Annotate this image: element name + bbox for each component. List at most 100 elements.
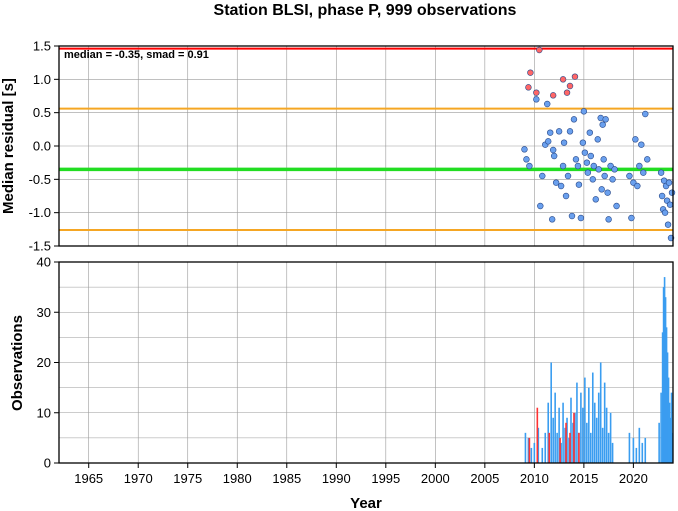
y-tick-label: 0 xyxy=(44,456,51,471)
outlier-point xyxy=(533,89,540,96)
data-point xyxy=(549,146,557,154)
data-point xyxy=(592,196,599,203)
observation-bar xyxy=(544,432,547,463)
observation-bar xyxy=(605,407,608,463)
data-point xyxy=(560,139,568,146)
observation-bar xyxy=(670,392,673,463)
observation-bar xyxy=(660,392,662,463)
data-point xyxy=(568,212,576,220)
observation-bar xyxy=(661,332,664,463)
data-point xyxy=(548,216,556,223)
observation-bar xyxy=(665,327,668,463)
observation-bar xyxy=(628,432,631,463)
outlier-point xyxy=(566,82,574,90)
data-point xyxy=(590,162,597,170)
observation-bar xyxy=(668,402,671,463)
data-point xyxy=(602,116,609,123)
data-point xyxy=(544,100,551,108)
data-point xyxy=(664,221,672,228)
observation-bar xyxy=(533,442,536,463)
observation-bar xyxy=(590,432,592,463)
outlier-bar xyxy=(569,432,571,463)
data-point xyxy=(609,176,616,183)
bottom-grid xyxy=(59,261,673,464)
data-point xyxy=(552,179,560,186)
outlier-point xyxy=(527,69,534,76)
observation-bar xyxy=(570,397,572,463)
x-tick-label: 1965 xyxy=(74,471,103,486)
data-point xyxy=(546,129,554,136)
data-point xyxy=(632,136,639,143)
observation-bar xyxy=(530,447,533,463)
data-point xyxy=(577,214,585,222)
observation-bar xyxy=(560,442,562,463)
observation-bar xyxy=(595,417,598,463)
y-tick-label: -1.0 xyxy=(29,205,51,220)
outlier-bar xyxy=(565,422,567,463)
bottom-panel: 0 10 20 30 40 1965 1970 1975 1980 1985 1990 1995 20… xyxy=(9,255,674,511)
data-point xyxy=(598,186,605,193)
x-axis-title: Year xyxy=(350,495,382,511)
outlier-point xyxy=(525,84,532,91)
observation-bar xyxy=(524,432,527,463)
data-point xyxy=(640,169,647,176)
data-point xyxy=(523,156,530,163)
data-point xyxy=(526,162,533,170)
observation-bar xyxy=(527,437,530,463)
data-point xyxy=(550,152,558,160)
observation-bar xyxy=(609,412,612,463)
x-tick-label: 1980 xyxy=(223,471,252,486)
observation-bar xyxy=(603,382,606,463)
observation-bar xyxy=(574,412,576,463)
outlier-bar xyxy=(536,407,539,463)
observation-bar xyxy=(667,377,670,463)
x-tick-label: 2015 xyxy=(569,471,598,486)
outlier-point xyxy=(536,46,543,54)
top-y-axis-title: Median residual [s] xyxy=(0,78,17,214)
outlier-point xyxy=(549,92,557,99)
observation-bar xyxy=(664,297,667,463)
y-tick-label: 20 xyxy=(37,355,51,370)
data-point xyxy=(566,128,574,135)
data-point xyxy=(583,159,591,166)
observation-bar xyxy=(552,417,554,463)
observation-bar xyxy=(582,407,584,463)
observation-bar xyxy=(607,432,610,463)
x-tick-label: 1995 xyxy=(371,471,400,486)
x-tick-label: 1990 xyxy=(322,471,351,486)
top-y-ticks: -1.5 -1.0 -0.5 0.0 0.5 1.0 1.5 xyxy=(29,39,59,254)
x-tick-label: 1970 xyxy=(124,471,153,486)
data-point xyxy=(557,182,565,190)
data-point xyxy=(580,108,588,115)
x-tick-label: 1975 xyxy=(173,471,202,486)
y-tick-label: 30 xyxy=(37,305,51,320)
data-point xyxy=(604,189,611,196)
observation-bar xyxy=(586,422,588,463)
data-point xyxy=(658,192,666,200)
data-point xyxy=(584,169,592,176)
top-reference-lines xyxy=(59,47,673,231)
data-point xyxy=(587,152,595,160)
data-point xyxy=(581,149,589,156)
observation-bar xyxy=(576,382,578,463)
x-tick-label: 2000 xyxy=(421,471,450,486)
y-tick-label: 0.5 xyxy=(33,105,51,120)
data-point xyxy=(638,141,645,148)
observation-bar xyxy=(564,427,566,463)
stats-annotation: median = -0.35, smad = 0.91 xyxy=(64,49,209,61)
data-point xyxy=(533,96,540,103)
outlier-bar xyxy=(548,432,551,463)
observation-bar xyxy=(591,372,594,463)
data-point xyxy=(586,129,594,136)
data-point xyxy=(599,121,606,128)
y-tick-label: -0.5 xyxy=(29,172,51,187)
observation-bar xyxy=(556,432,558,463)
observation-bar xyxy=(547,402,550,463)
observation-bar xyxy=(593,402,596,463)
data-point xyxy=(545,138,552,145)
y-tick-label: 1.5 xyxy=(33,39,51,54)
data-point xyxy=(589,176,596,183)
observation-bar xyxy=(632,437,635,463)
data-point xyxy=(562,192,570,200)
observation-bar xyxy=(558,407,560,463)
